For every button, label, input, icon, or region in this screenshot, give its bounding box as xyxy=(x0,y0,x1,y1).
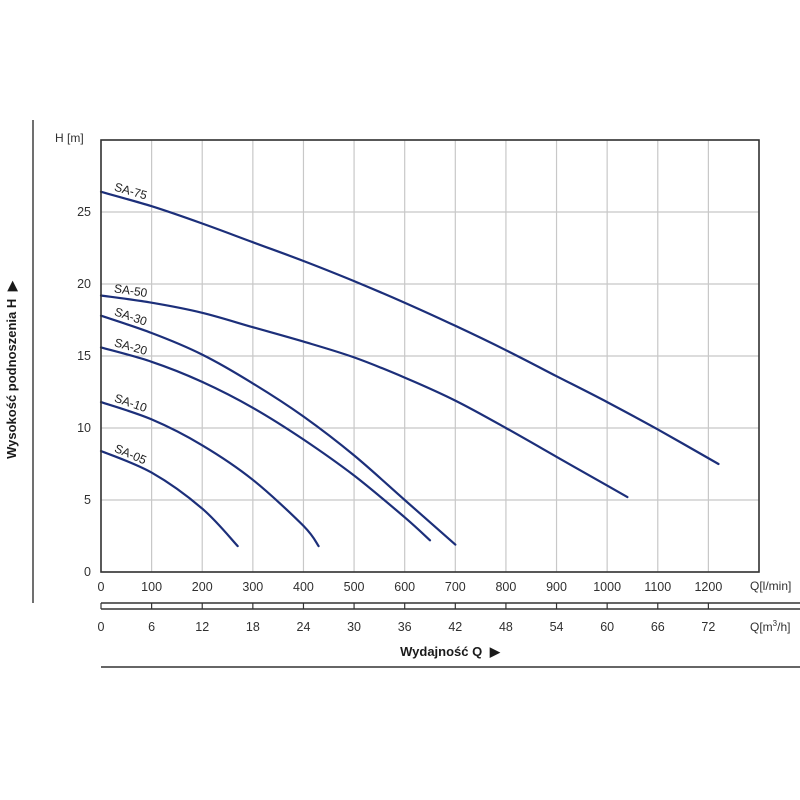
x-secondary-tick-label: 54 xyxy=(550,620,564,634)
y-tick-labels: 0 5 10 15 20 25 xyxy=(77,205,91,579)
y-axis-title-text: Wysokość podnoszenia H xyxy=(4,299,19,459)
x-primary-tick-label: 0 xyxy=(98,580,105,594)
x-axis-title-text: Wydajność Q xyxy=(400,644,482,659)
x-secondary-tick-label: 0 xyxy=(98,620,105,634)
x-secondary-tick-label: 24 xyxy=(297,620,311,634)
y-tick-label: 10 xyxy=(77,421,91,435)
y-tick-label: 5 xyxy=(84,493,91,507)
y-tick-label: 0 xyxy=(84,565,91,579)
plot-frame xyxy=(100,139,760,573)
y-tick-label: 15 xyxy=(77,349,91,363)
x-primary-tick-label: 300 xyxy=(242,580,263,594)
svg-text:Wysokość podnoszenia H ▶: Wysokość podnoszenia H ▶ xyxy=(4,280,19,459)
x-secondary-tick-label: 66 xyxy=(651,620,665,634)
x-secondary-tick-label: 48 xyxy=(499,620,513,634)
curve-sa-75 xyxy=(99,190,720,466)
performance-curves xyxy=(99,190,720,548)
x-secondary-tick-label: 12 xyxy=(195,620,209,634)
x-secondary-tick-label: 18 xyxy=(246,620,260,634)
x-primary-tick-label: 400 xyxy=(293,580,314,594)
x-primary-tick-label: 600 xyxy=(394,580,415,594)
curve-sa-50 xyxy=(99,294,629,499)
x-secondary-tick-label: 60 xyxy=(600,620,614,634)
curve-sa-20 xyxy=(99,346,432,542)
y-axis-arrow-icon: ▶ xyxy=(4,280,19,292)
curve-sa-10 xyxy=(99,401,320,548)
y-tick-label: 25 xyxy=(77,205,91,219)
x-primary-tick-labels: 0 100 200 300 400 500 600 700 800 900 1000 1100 1200 xyxy=(98,580,723,594)
x-secondary-tick-label: 6 xyxy=(148,620,155,634)
x-primary-tick-label: 500 xyxy=(344,580,365,594)
x-secondary-tick-label: 30 xyxy=(347,620,361,634)
x-primary-tick-label: 1200 xyxy=(694,580,722,594)
x-primary-tick-label: 1100 xyxy=(644,580,671,594)
curve-label: SA-50 xyxy=(113,281,148,300)
x-axis-title: Wydajność Q ▶ xyxy=(400,644,501,659)
x-primary-tick-label: 1000 xyxy=(593,580,621,594)
x-secondary-tick-label: 42 xyxy=(448,620,462,634)
x-axis-arrow-icon: ▶ xyxy=(489,644,501,659)
x-primary-tick-label: 200 xyxy=(192,580,213,594)
curve-sa-05 xyxy=(99,449,239,548)
x-primary-tick-label: 900 xyxy=(546,580,567,594)
y-axis-title: Wysokość podnoszenia H ▶ xyxy=(4,280,19,459)
y-tick-label: 20 xyxy=(77,277,91,291)
x-secondary-tick-label: 72 xyxy=(701,620,715,634)
x-secondary-tick-labels: 0 6 12 18 24 30 36 42 48 54 60 66 72 xyxy=(98,603,715,634)
y-axis-unit-label: H [m] xyxy=(55,131,84,145)
x-secondary-tick-label: 36 xyxy=(398,620,412,634)
curve-sa-30 xyxy=(99,314,457,546)
x-secondary-unit-label: Q[m3/h] xyxy=(750,619,790,634)
x-primary-tick-label: 700 xyxy=(445,580,466,594)
x-primary-unit-label: Q[l/min] xyxy=(750,579,791,593)
x-primary-tick-label: 100 xyxy=(141,580,162,594)
x-primary-tick-label: 800 xyxy=(495,580,516,594)
